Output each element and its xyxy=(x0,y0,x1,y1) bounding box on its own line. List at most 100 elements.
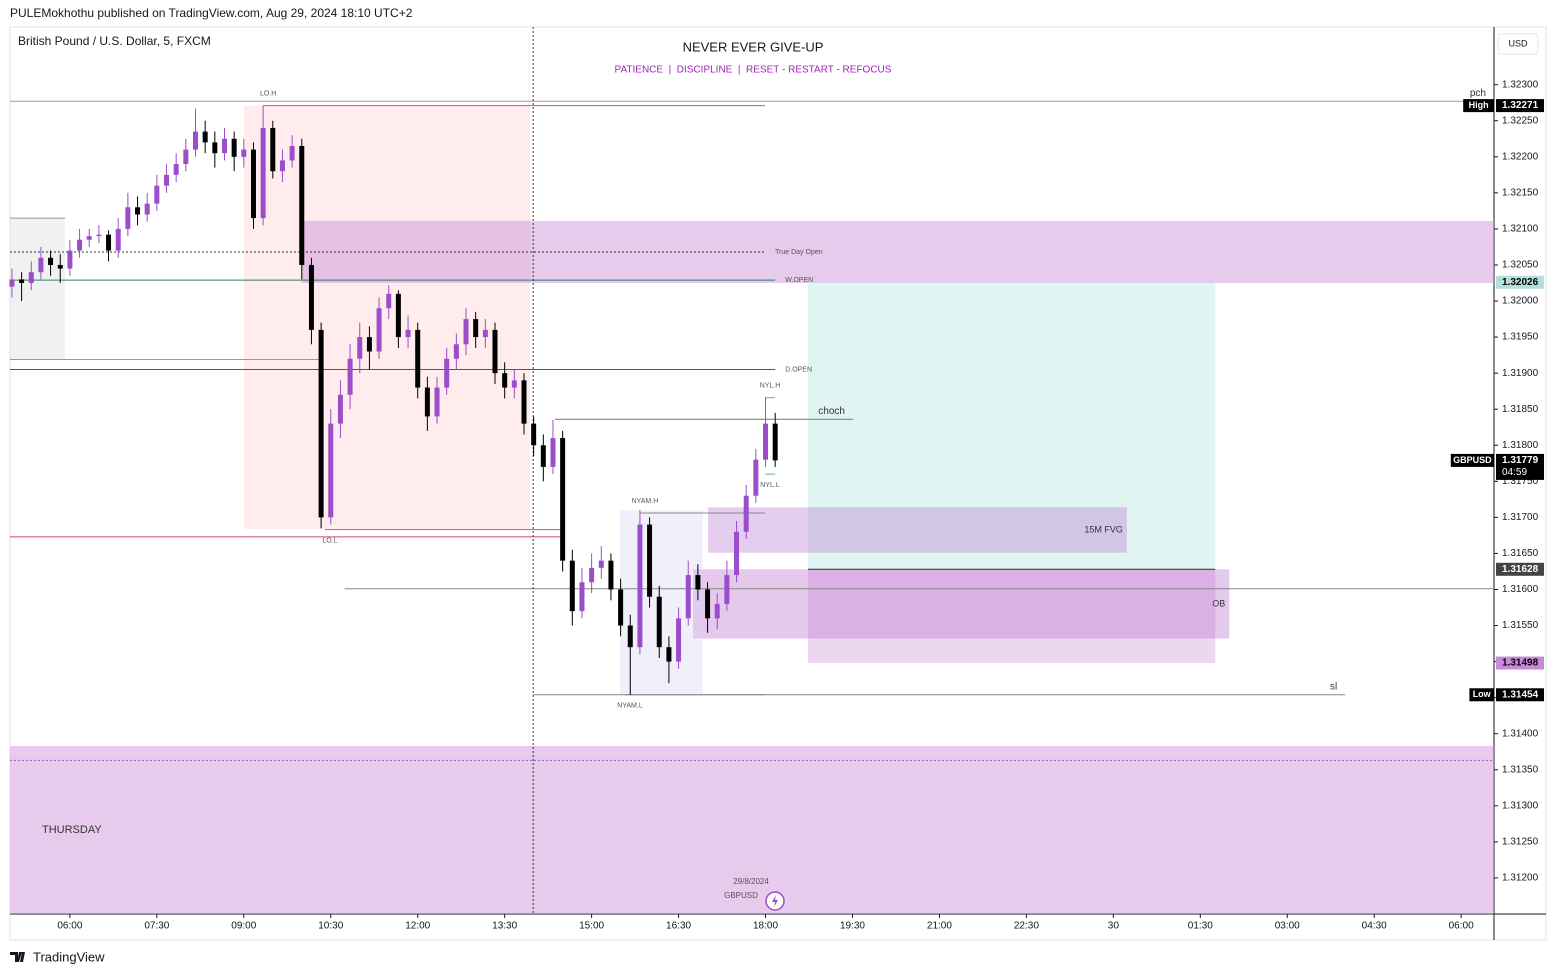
zone-label: OB xyxy=(1212,598,1225,608)
y-tick-label: 1.31400 xyxy=(1502,728,1539,739)
price-tag-name-bg xyxy=(1450,453,1494,467)
candle-body xyxy=(511,380,517,388)
candle-body xyxy=(221,138,227,154)
price-tag xyxy=(1496,275,1544,289)
candle-body xyxy=(753,459,759,496)
candle-body xyxy=(9,279,15,287)
candle-body xyxy=(415,329,421,388)
candle-body xyxy=(666,647,672,662)
candle-body xyxy=(656,596,662,648)
candle-body xyxy=(173,164,179,175)
candle-body xyxy=(676,618,682,662)
candle-body xyxy=(308,264,314,330)
y-tick-label: 1.32150 xyxy=(1502,188,1539,199)
y-tick-label: 1.31850 xyxy=(1502,404,1539,415)
candle-body xyxy=(57,264,63,269)
candle-body xyxy=(144,203,150,215)
currency-button[interactable] xyxy=(1497,33,1539,55)
candle-body xyxy=(260,127,266,219)
x-tick-label: 01:30 xyxy=(1188,921,1213,932)
candle-body xyxy=(405,329,411,338)
symbol-title: British Pound / U.S. Dollar, 5, FXCM xyxy=(18,34,211,48)
candle-body xyxy=(48,257,54,265)
candle-body xyxy=(772,423,778,461)
x-tick-label: 06:00 xyxy=(1449,921,1474,932)
candle-body xyxy=(763,423,769,460)
candle-body xyxy=(67,250,73,269)
y-tick-label: 1.31350 xyxy=(1502,764,1539,775)
candle-body xyxy=(550,438,556,467)
y-tick-label: 1.32050 xyxy=(1502,260,1539,271)
candle-body xyxy=(347,358,353,395)
marker-symbol: GBPUSD xyxy=(724,891,758,900)
candle-body xyxy=(502,373,508,388)
price-tag-value: 1.32271 xyxy=(1502,100,1539,111)
candle-body xyxy=(540,445,546,467)
candle-body xyxy=(714,603,720,619)
candle-body xyxy=(492,329,498,374)
candle-body xyxy=(318,329,324,518)
price-tag-value: 1.31628 xyxy=(1502,564,1539,575)
y-tick-label: 1.32250 xyxy=(1502,115,1539,126)
candle-body xyxy=(106,234,112,251)
candle-body xyxy=(521,380,527,424)
tradingview-logo xyxy=(10,952,25,962)
price-tag-value: 1.31454 xyxy=(1502,689,1539,700)
y-tick-label: 1.31800 xyxy=(1502,440,1539,451)
candle-body xyxy=(19,279,25,284)
y-tick-label: 1.31750 xyxy=(1502,476,1539,487)
price-tag-name: High xyxy=(1469,100,1489,110)
y-tick-label: 1.31300 xyxy=(1502,800,1539,811)
chart-frame xyxy=(9,26,1547,941)
candle-body xyxy=(135,207,141,215)
candle-body xyxy=(395,293,401,338)
price-countdown: 04:59 xyxy=(1502,467,1527,478)
candle-body xyxy=(357,337,363,359)
candle-body xyxy=(270,127,276,172)
x-tick-label: 06:00 xyxy=(57,921,82,932)
candle-body xyxy=(250,149,256,219)
candle-body xyxy=(685,575,691,619)
candle-body xyxy=(579,582,585,612)
candle-body xyxy=(38,257,44,273)
candle-body xyxy=(724,575,730,604)
price-tag xyxy=(1496,656,1544,670)
zone xyxy=(10,745,1494,914)
candle-body xyxy=(743,495,749,532)
currency-label[interactable]: USD xyxy=(1508,38,1528,48)
candle-body xyxy=(299,145,305,265)
candle-body xyxy=(125,207,131,229)
price-tag xyxy=(1496,453,1544,480)
candle-body xyxy=(473,319,479,338)
y-tick-label: 1.31600 xyxy=(1502,584,1539,595)
candle-body xyxy=(96,234,102,237)
level-label: D.OPEN xyxy=(785,366,812,373)
candle-body xyxy=(77,239,83,251)
price-tag-name-bg xyxy=(1469,688,1494,702)
marker-date: 29/8/2024 xyxy=(733,877,769,886)
candle-body xyxy=(444,358,450,388)
y-tick-label: 1.31650 xyxy=(1502,548,1539,559)
y-tick-label: 1.31700 xyxy=(1502,512,1539,523)
candle-body xyxy=(115,228,121,251)
price-tag-value: 1.31779 xyxy=(1502,455,1539,466)
candle-body xyxy=(560,438,566,561)
candle-body xyxy=(424,387,430,417)
candle-body xyxy=(647,524,653,597)
candle-body xyxy=(608,560,614,590)
candle-body xyxy=(637,524,643,648)
chart-title: NEVER EVER GIVE-UP xyxy=(683,39,824,54)
x-tick-label: 15:00 xyxy=(579,921,604,932)
level-label: LO.L xyxy=(322,537,337,544)
x-tick-label: 04:30 xyxy=(1362,921,1387,932)
publisher-line: PULEMokhothu published on TradingView.co… xyxy=(10,6,413,20)
x-tick-label: 21:00 xyxy=(927,921,952,932)
level-label: NYAM.L xyxy=(617,703,643,710)
candle-body xyxy=(531,423,537,446)
zone xyxy=(808,282,1216,570)
candle-body xyxy=(366,337,372,352)
candle-body xyxy=(279,160,285,172)
y-tick-label: 1.32200 xyxy=(1502,151,1539,162)
y-tick-label: 1.32100 xyxy=(1502,224,1539,235)
candle-body xyxy=(618,589,624,626)
